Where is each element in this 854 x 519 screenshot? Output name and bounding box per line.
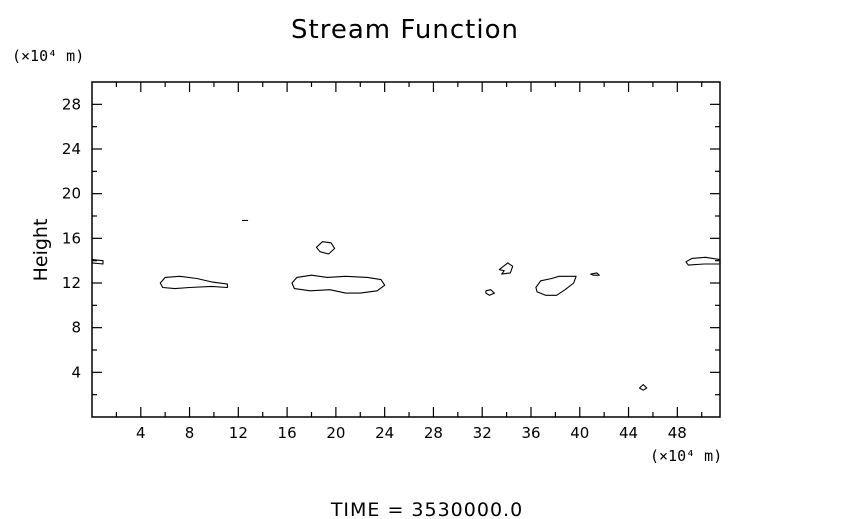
y-axis-label: Height xyxy=(30,219,52,282)
contour-line xyxy=(485,289,495,296)
x-tick-label: 4 xyxy=(136,424,146,442)
contour-line xyxy=(685,256,721,266)
y-tick-label: 28 xyxy=(62,95,81,113)
chart-title: Stream Function xyxy=(291,15,519,45)
x-tick-label: 12 xyxy=(229,424,248,442)
x-tick-label: 24 xyxy=(375,424,394,442)
x-tick-label: 28 xyxy=(424,424,443,442)
x-tick-label: 44 xyxy=(619,424,638,442)
plot-frame xyxy=(91,81,721,418)
contour-line xyxy=(159,275,228,290)
contour-line xyxy=(590,272,600,276)
x-axis-unit: (×10⁴ m) xyxy=(650,447,722,465)
x-tick-label: 8 xyxy=(185,424,195,442)
contour-line xyxy=(498,262,514,275)
x-tick-label: 32 xyxy=(473,424,492,442)
y-axis-unit: (×10⁴ m) xyxy=(12,47,84,65)
x-tick-label: 16 xyxy=(278,424,297,442)
contour-line xyxy=(91,259,104,265)
y-tick-label: 12 xyxy=(62,274,81,292)
y-tick-label: 4 xyxy=(71,363,81,381)
x-tick-label: 48 xyxy=(668,424,687,442)
contour-line xyxy=(291,274,386,294)
x-tick-label: 20 xyxy=(326,424,345,442)
contour-line xyxy=(315,241,336,255)
y-tick-label: 24 xyxy=(62,140,81,158)
y-tick-label: 8 xyxy=(71,319,81,337)
x-tick-label: 40 xyxy=(570,424,589,442)
y-tick-label: 16 xyxy=(62,229,81,247)
contour-line xyxy=(638,384,648,391)
time-footer: TIME = 3530000.0 xyxy=(330,499,523,519)
contour-line xyxy=(535,275,577,296)
x-tick-label: 36 xyxy=(521,424,540,442)
contour-lines xyxy=(91,219,721,391)
y-tick-label: 20 xyxy=(62,185,81,203)
